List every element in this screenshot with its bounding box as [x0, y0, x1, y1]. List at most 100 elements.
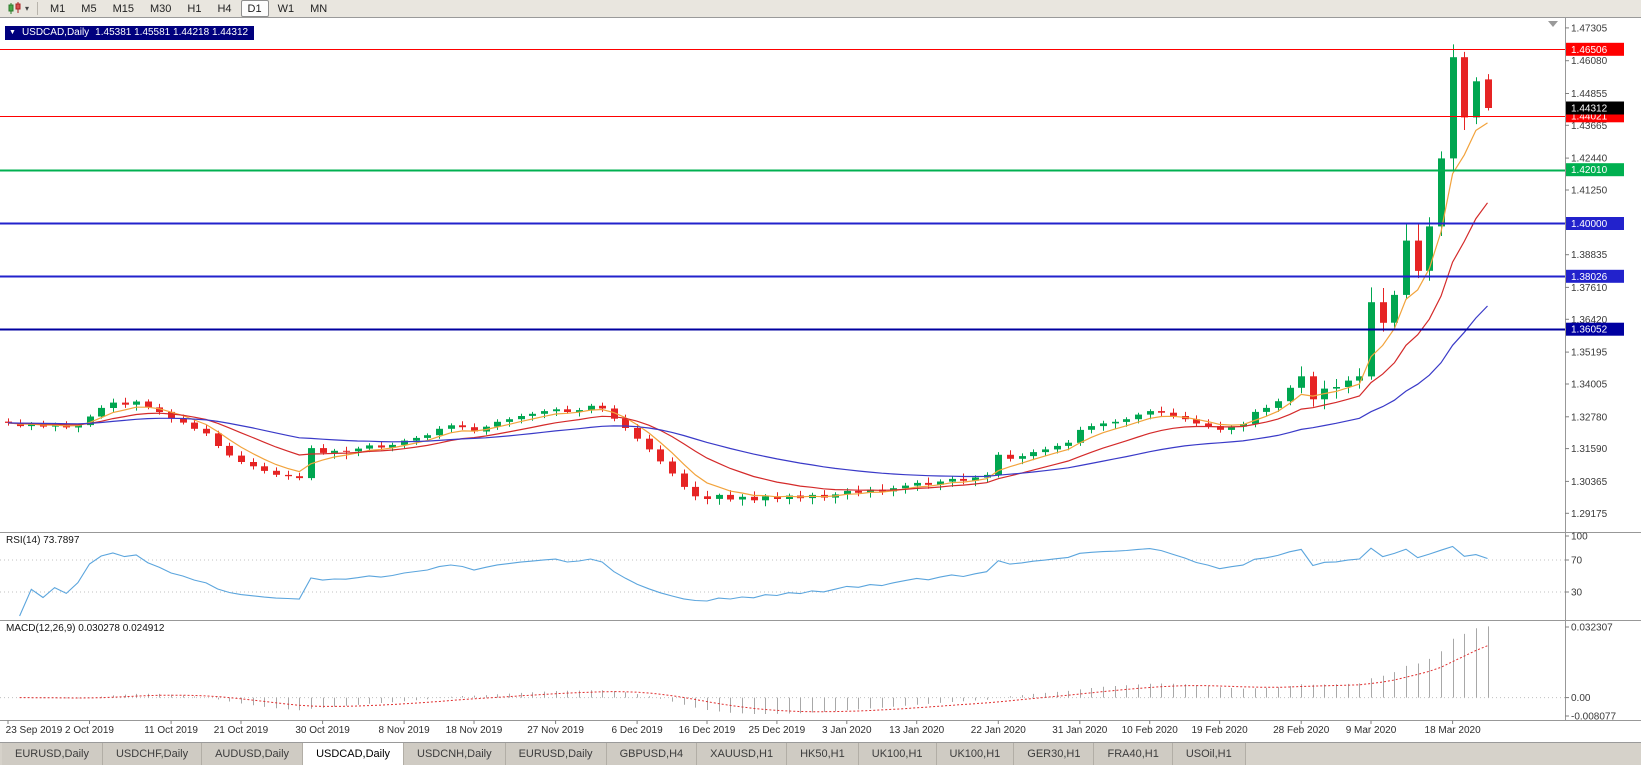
toolbar: ▾ M1 M5 M15 M30 H1 H4 D1 W1 MN [0, 0, 1641, 18]
svg-text:1.36420: 1.36420 [1571, 315, 1608, 326]
svg-text:1.34005: 1.34005 [1571, 380, 1608, 391]
svg-text:1.44312: 1.44312 [1571, 104, 1608, 115]
rsi-label: RSI(14) 73.7897 [6, 535, 80, 546]
timeframe-button-h4[interactable]: H4 [217, 2, 232, 15]
timeframe-button-m30[interactable]: M30 [149, 2, 172, 15]
tab-ger30-h1-11[interactable]: GER30,H1 [1014, 743, 1095, 765]
macd-signal-line [19, 645, 1488, 713]
date-axis[interactable]: 23 Sep 2019 2 Oct 2019 11 Oct 2019 21 Oct 2… [6, 720, 1482, 737]
mid-ma-line [7, 202, 1488, 491]
chart-canvas[interactable]: 1.47305 1.46080 1.44855 1.43665 1.42440 1.412… [0, 18, 1641, 742]
toolbar-separator [37, 2, 39, 15]
svg-text:30: 30 [1571, 588, 1583, 599]
svg-text:1.35195: 1.35195 [1571, 348, 1608, 359]
level-tag-1.38026 [1566, 269, 1624, 283]
svg-text:18 Mar 2020: 18 Mar 2020 [1425, 725, 1482, 736]
svg-text:1.43665: 1.43665 [1571, 121, 1608, 132]
svg-text:3 Jan 2020: 3 Jan 2020 [822, 725, 872, 736]
svg-text:22 Jan 2020: 22 Jan 2020 [971, 725, 1026, 736]
tab-hk50-h1-8[interactable]: HK50,H1 [787, 743, 859, 765]
level-tag-1.42010 [1566, 163, 1624, 177]
timeframe-button-d1[interactable]: D1 [240, 0, 269, 17]
svg-text:10 Feb 2020: 10 Feb 2020 [1122, 725, 1179, 736]
svg-text:70: 70 [1571, 556, 1583, 567]
svg-text:1.44021: 1.44021 [1571, 111, 1608, 122]
svg-text:100: 100 [1571, 532, 1588, 543]
svg-text:13 Jan 2020: 13 Jan 2020 [889, 725, 944, 736]
timeframe-button-w1[interactable]: W1 [277, 2, 295, 15]
tab-gbpusd-h4-6[interactable]: GBPUSD,H4 [606, 743, 698, 765]
chart-background [0, 18, 1641, 742]
svg-text:1.31590: 1.31590 [1571, 444, 1608, 455]
svg-text:1.46506: 1.46506 [1571, 45, 1608, 56]
svg-text:1.44855: 1.44855 [1571, 89, 1608, 100]
chevron-down-icon: ▾ [25, 3, 30, 13]
tab-usoil-h1-13[interactable]: USOil,H1 [1172, 743, 1246, 765]
tab-uk100-h1-9[interactable]: UK100,H1 [858, 743, 937, 765]
svg-text:1.41250: 1.41250 [1571, 186, 1608, 197]
macd-label: MACD(12,26,9) 0.030278 0.024912 [6, 623, 165, 634]
timeframe-button-m1[interactable]: M1 [50, 2, 66, 15]
timeframe-button-m5[interactable]: M5 [81, 2, 97, 15]
svg-text:25 Dec 2019: 25 Dec 2019 [749, 725, 806, 736]
svg-text:31 Jan 2020: 31 Jan 2020 [1052, 725, 1107, 736]
tab-fra40-h1-12[interactable]: FRA40,H1 [1094, 743, 1173, 765]
tab-uk100-h1-10[interactable]: UK100,H1 [936, 743, 1015, 765]
timeframe-buttons: M1 M5 M15 M30 H1 H4 D1 W1 MN [43, 0, 334, 17]
svg-text:1.42440: 1.42440 [1571, 154, 1608, 165]
svg-text:1.36052: 1.36052 [1571, 325, 1608, 336]
chart-tabs: EURUSD,Daily USDCHF,Daily AUDUSD,Daily USDC… [0, 742, 1641, 765]
svg-text:30 Oct 2019: 30 Oct 2019 [295, 725, 350, 736]
svg-text:11 Oct 2019: 11 Oct 2019 [144, 725, 198, 736]
svg-text:0.032307: 0.032307 [1571, 623, 1613, 634]
svg-text:2 Oct 2019: 2 Oct 2019 [65, 725, 114, 736]
panel-separators [0, 18, 1641, 721]
svg-text:23 Sep 2019: 23 Sep 2019 [6, 725, 63, 736]
fast-ma-line [7, 122, 1488, 498]
svg-text:9 Mar 2020: 9 Mar 2020 [1346, 725, 1397, 736]
level-tag-1.36052 [1566, 322, 1624, 336]
svg-text:1.38026: 1.38026 [1571, 272, 1608, 283]
svg-text:1.32780: 1.32780 [1571, 412, 1608, 423]
svg-text:0.00: 0.00 [1571, 693, 1591, 704]
svg-text:1.47305: 1.47305 [1571, 23, 1608, 34]
svg-text:18 Nov 2019: 18 Nov 2019 [446, 725, 503, 736]
tab-eurusd-daily-0[interactable]: EURUSD,Daily [2, 743, 103, 765]
candlestick-chart-icon [8, 2, 21, 14]
svg-text:1.37610: 1.37610 [1571, 283, 1608, 294]
timeframe-button-m15[interactable]: M15 [112, 2, 134, 15]
tab-usdcnh-daily-4[interactable]: USDCNH,Daily [404, 743, 506, 765]
svg-text:28 Feb 2020: 28 Feb 2020 [1273, 725, 1330, 736]
chart-title-overlay: ▼ USDCAD,Daily 1.45381 1.45581 1.44218 1… [5, 26, 255, 40]
timeframe-button-h1[interactable]: H1 [187, 2, 202, 15]
svg-text:16 Dec 2019: 16 Dec 2019 [679, 725, 736, 736]
tab-audusd-daily-2[interactable]: AUDUSD,Daily [202, 743, 304, 765]
current-price-tag [1566, 101, 1624, 115]
timeframe-button-mn[interactable]: MN [310, 2, 328, 15]
horizontal-level-lines[interactable] [0, 49, 1565, 331]
svg-text:1.38835: 1.38835 [1571, 250, 1608, 261]
svg-text:-0.008077: -0.008077 [1571, 712, 1616, 723]
collapse-icon: ▼ [9, 29, 16, 36]
macd-panel: 0.032307 0.00 -0.008077 [0, 623, 1616, 723]
tab-usdchf-daily-1[interactable]: USDCHF,Daily [102, 743, 203, 765]
svg-text:6 Dec 2019: 6 Dec 2019 [612, 725, 664, 736]
ohlc-values: 1.45381 1.45581 1.44218 1.44312 [95, 27, 249, 38]
tab-eurusd-daily-5[interactable]: EURUSD,Daily [505, 743, 607, 765]
slow-ma-line [7, 305, 1488, 478]
tab-xauusd-h1-7[interactable]: XAUUSD,H1 [697, 743, 788, 765]
tab-usdcad-daily-3[interactable]: USDCAD,Daily [303, 743, 405, 765]
price-axis[interactable]: 1.47305 1.46080 1.44855 1.43665 1.42440 1.412… [1565, 23, 1624, 520]
rsi-panel: 100 70 30 [0, 532, 1588, 617]
svg-text:21 Oct 2019: 21 Oct 2019 [214, 725, 269, 736]
level-tag-1.46506 [1566, 42, 1624, 56]
chart-type-dropdown[interactable]: ▾ [4, 2, 32, 15]
svg-text:1.40000: 1.40000 [1571, 219, 1608, 230]
svg-text:27 Nov 2019: 27 Nov 2019 [527, 725, 584, 736]
symbol-label: USDCAD,Daily [21, 27, 90, 38]
svg-text:1.42010: 1.42010 [1571, 165, 1608, 176]
chart-shift-marker[interactable] [1548, 21, 1558, 27]
rsi-line [19, 545, 1488, 617]
level-tag-1.40000 [1566, 217, 1624, 230]
